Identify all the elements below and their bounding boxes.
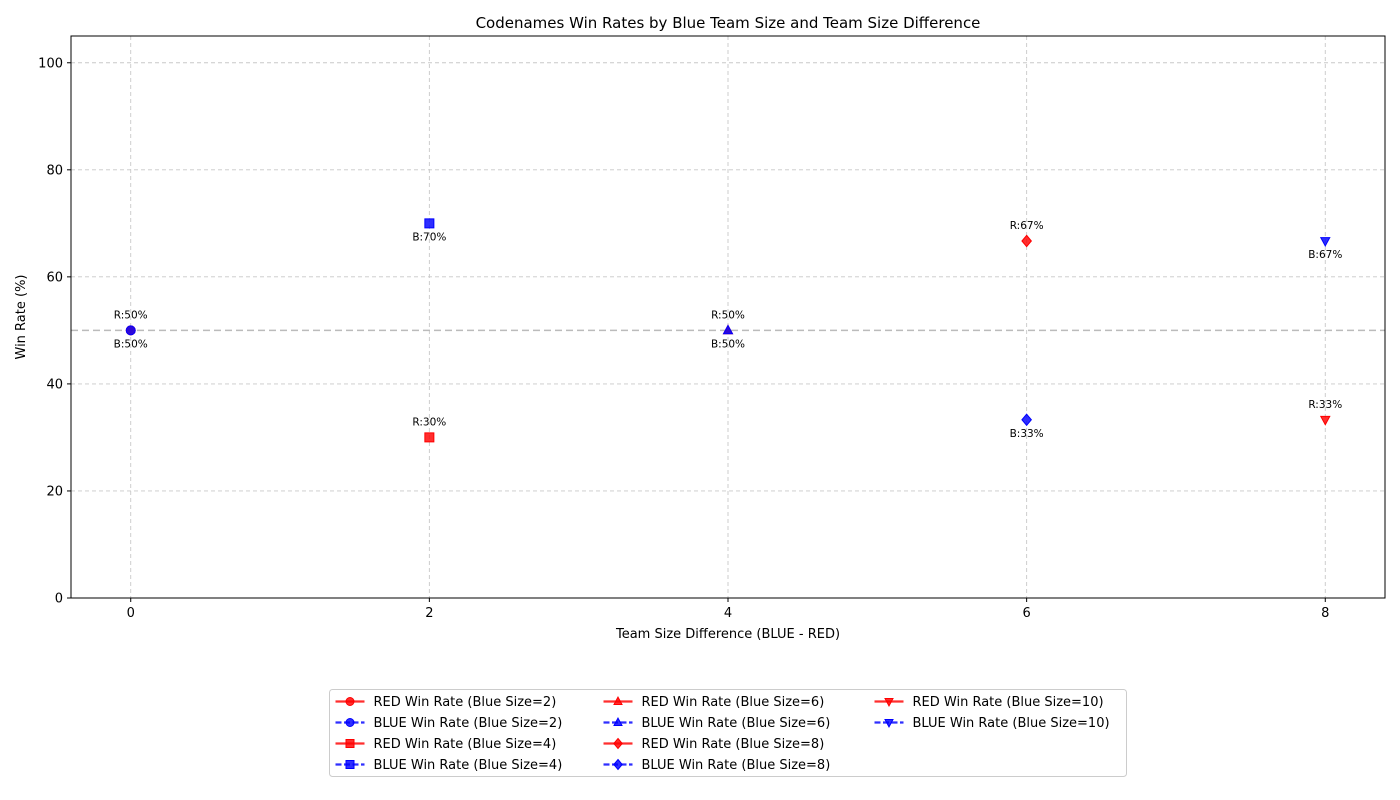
- legend-item-4: RED Win Rate (Blue Size=6): [603, 695, 825, 710]
- data-label-blue-series-3-0: B:70%: [412, 231, 446, 243]
- y-tick-label-0: 0: [55, 592, 63, 607]
- legend-label-6: RED Win Rate (Blue Size=8): [642, 737, 825, 752]
- data-label-blue-series-1-0: B:50%: [114, 338, 148, 350]
- data-label-blue-series-5-0: B:50%: [711, 338, 745, 350]
- x-axis-label: Team Size Difference (BLUE - RED): [615, 627, 840, 642]
- legend-label-5: BLUE Win Rate (Blue Size=6): [642, 716, 831, 731]
- x-tick-label-4: 8: [1321, 606, 1329, 621]
- legend-label-3: BLUE Win Rate (Blue Size=4): [374, 758, 563, 773]
- x-tick-label-3: 6: [1022, 606, 1030, 621]
- y-tick-label-3: 60: [46, 270, 63, 285]
- data-label-red-series-2-0: R:30%: [412, 416, 446, 428]
- legend-marker-7: [613, 758, 623, 771]
- data-label-red-series-4-0: R:50%: [711, 309, 745, 321]
- legend-label-4: RED Win Rate (Blue Size=6): [642, 695, 825, 710]
- legend-item-8: RED Win Rate (Blue Size=10): [874, 695, 1104, 710]
- legend-item-1: BLUE Win Rate (Blue Size=2): [335, 716, 563, 731]
- chart-title: Codenames Win Rates by Blue Team Size an…: [476, 14, 981, 32]
- legend: RED Win Rate (Blue Size=2) BLUE Win Rate …: [329, 689, 1127, 777]
- legend-label-2: RED Win Rate (Blue Size=4): [374, 737, 557, 752]
- data-label-blue-series-9-0: B:67%: [1308, 249, 1342, 261]
- y-tick-label-2: 40: [46, 377, 63, 392]
- legend-marker-0: [345, 697, 355, 706]
- point-blue-series-7-0: [1021, 413, 1033, 427]
- legend-label-7: BLUE Win Rate (Blue Size=8): [642, 758, 831, 773]
- legend-item-6: RED Win Rate (Blue Size=8): [603, 737, 825, 752]
- x-tick-label-2: 4: [724, 606, 732, 621]
- data-label-blue-series-7-0: B:33%: [1010, 428, 1044, 440]
- legend-marker-5: [613, 717, 623, 726]
- data-label-red-series-8-0: R:33%: [1308, 399, 1342, 411]
- point-red-series-2-0: [424, 432, 435, 443]
- point-blue-series-1-0: [125, 325, 136, 336]
- point-blue-series-9-0: [1319, 237, 1331, 247]
- point-blue-series-5-0: [722, 324, 734, 335]
- legend-item-0: RED Win Rate (Blue Size=2): [335, 695, 557, 710]
- legend-item-3: BLUE Win Rate (Blue Size=4): [335, 758, 563, 773]
- marks-layer: R:50% B:50% R:30% B:70% R:50% B:50% R:67% B:33%…: [114, 218, 1342, 443]
- legend-marker-9: [884, 719, 894, 728]
- legend-label-0: RED Win Rate (Blue Size=2): [374, 695, 557, 710]
- legend-item-5: BLUE Win Rate (Blue Size=6): [603, 716, 831, 731]
- legend-label-1: BLUE Win Rate (Blue Size=2): [374, 716, 563, 731]
- legend-item-7: BLUE Win Rate (Blue Size=8): [603, 758, 831, 773]
- point-red-series-6-0: [1021, 234, 1033, 248]
- y-axis-label: Win Rate (%): [14, 275, 29, 360]
- legend-box: [329, 689, 1127, 777]
- legend-marker-1: [345, 718, 355, 727]
- data-label-red-series-6-0: R:67%: [1010, 220, 1044, 232]
- point-blue-series-3-0: [424, 218, 435, 229]
- y-tick-label-1: 20: [46, 484, 63, 499]
- legend-marker-8: [884, 698, 894, 707]
- data-label-red-series-0-0: R:50%: [114, 309, 148, 321]
- legend-marker-6: [613, 737, 623, 750]
- legend-marker-3: [345, 760, 355, 769]
- legend-marker-2: [345, 739, 355, 748]
- legend-label-8: RED Win Rate (Blue Size=10): [913, 695, 1104, 710]
- x-tick-label-1: 2: [425, 606, 433, 621]
- legend-item-2: RED Win Rate (Blue Size=4): [335, 737, 557, 752]
- y-tick-label-4: 80: [46, 163, 63, 178]
- x-tick-label-0: 0: [127, 606, 135, 621]
- point-red-series-8-0: [1319, 415, 1331, 426]
- legend-marker-4: [613, 696, 623, 705]
- y-tick-label-5: 100: [38, 56, 63, 71]
- legend-item-9: BLUE Win Rate (Blue Size=10): [874, 716, 1110, 731]
- legend-label-9: BLUE Win Rate (Blue Size=10): [913, 716, 1110, 731]
